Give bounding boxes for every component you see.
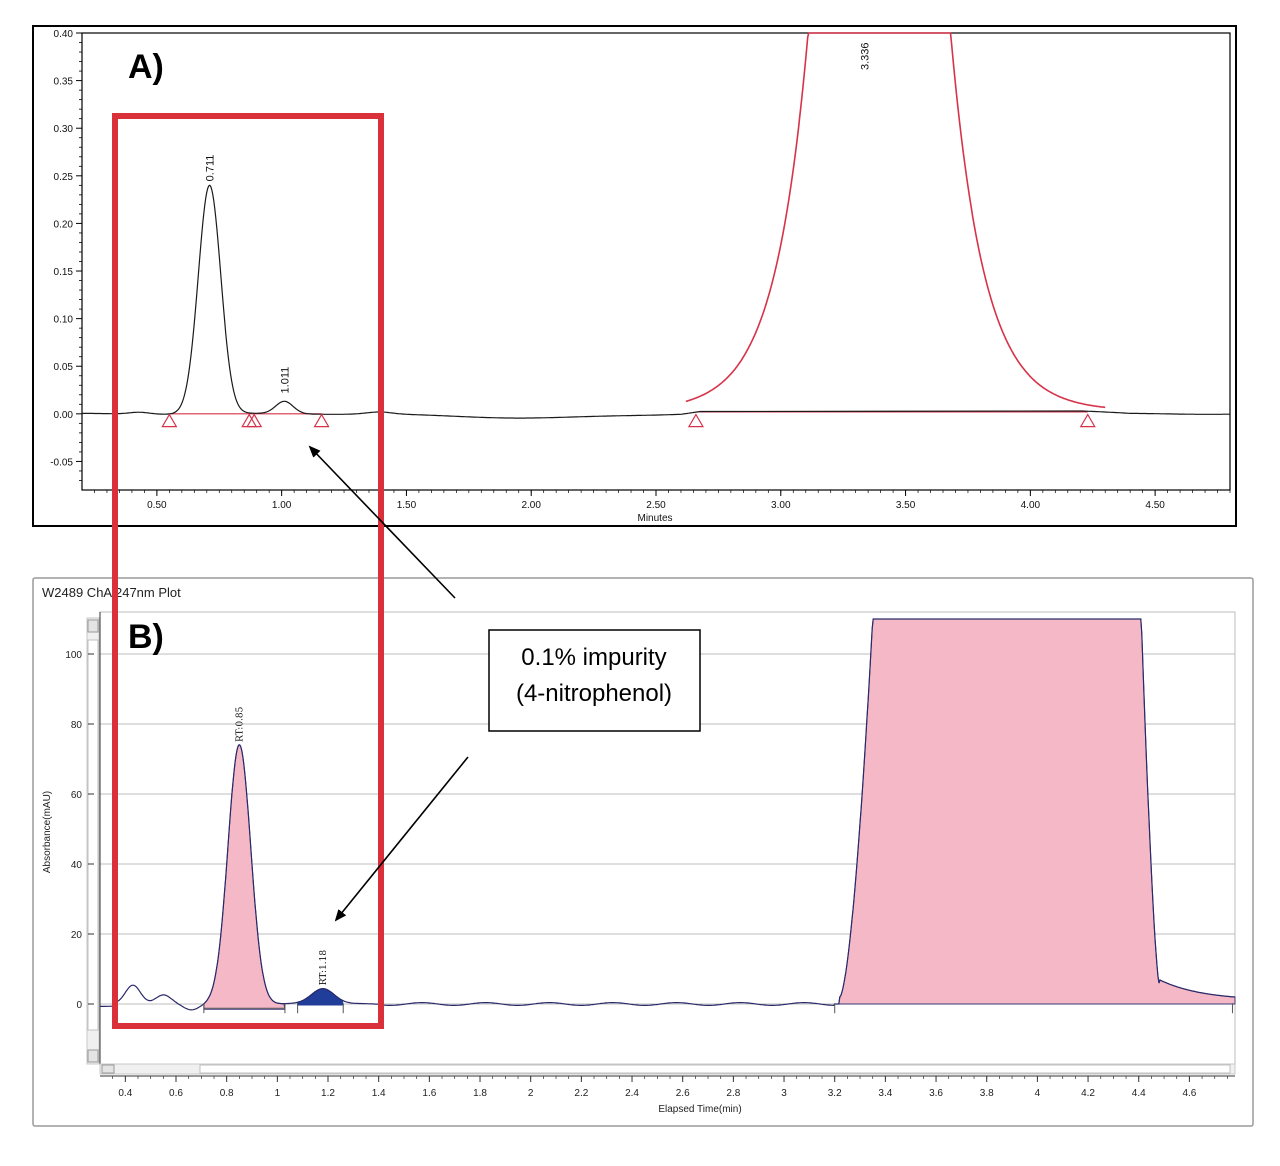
y-tick-label-a: 0.20 (54, 219, 74, 230)
x-tick-label-b: 2 (528, 1088, 534, 1099)
y-tick-label-a: 0.30 (54, 124, 74, 135)
x-tick-label-a: 2.00 (521, 500, 541, 511)
x-tick-label-a: 4.50 (1145, 500, 1165, 511)
x-tick-label-b: 0.6 (169, 1088, 183, 1099)
x-tick-label-b: 1.6 (422, 1088, 436, 1099)
x-tick-label-b: 4.2 (1081, 1088, 1095, 1099)
y-tick-label-b: 0 (76, 1000, 82, 1011)
panel-label-a: A) (128, 48, 164, 86)
x-tick-label-b: 3.6 (929, 1088, 943, 1099)
peak-label-a: 3.336 (860, 42, 872, 70)
y-tick-label-a: 0.40 (54, 29, 74, 40)
x-tick-label-b: 2.2 (574, 1088, 588, 1099)
x-tick-label-b: 1 (275, 1088, 281, 1099)
plot-b-title: W2489 ChA 247nm Plot (42, 585, 181, 600)
y-tick-label-a: -0.05 (50, 457, 73, 468)
y-tick-label-b: 20 (71, 930, 83, 941)
y-tick-label-a: 0.35 (54, 77, 74, 88)
x-tick-label-b: 1.2 (321, 1088, 335, 1099)
scroll-thumb-vertical[interactable] (87, 639, 99, 1031)
scroll-down-button[interactable] (87, 1049, 99, 1063)
peak-label-b: RT:0.85 (235, 706, 245, 742)
x-axis-label-a: Minutes (637, 513, 672, 524)
x-tick-label-a: 2.50 (646, 500, 666, 511)
baseline-marker (1079, 413, 1096, 428)
y-tick-label-b: 60 (71, 790, 83, 801)
y-tick-label-a: 0.25 (54, 172, 74, 183)
x-tick-label-b: 2.4 (625, 1088, 639, 1099)
x-tick-label-b: 4.6 (1182, 1088, 1196, 1099)
x-tick-label-b: 2.6 (676, 1088, 690, 1099)
scroll-thumb-horizontal[interactable] (199, 1064, 1231, 1074)
x-tick-label-b: 3.8 (980, 1088, 994, 1099)
scroll-left-button[interactable] (101, 1064, 115, 1074)
y-tick-label-b: 80 (71, 720, 83, 731)
x-tick-label-b: 3 (781, 1088, 787, 1099)
y-tick-label-a: 0.00 (54, 410, 74, 421)
x-tick-label-b: 3.4 (878, 1088, 892, 1099)
x-tick-label-b: 0.8 (220, 1088, 234, 1099)
y-tick-label-b: 40 (71, 860, 83, 871)
x-tick-label-b: 0.4 (118, 1088, 132, 1099)
y-axis-label-b: Absorbance(mAU) (42, 791, 53, 873)
y-tick-label-a: 0.05 (54, 362, 74, 373)
x-tick-label-b: 2.8 (726, 1088, 740, 1099)
x-tick-label-b: 1.8 (473, 1088, 487, 1099)
x-axis-label-b: Elapsed Time(min) (658, 1104, 741, 1115)
x-tick-label-a: 3.50 (896, 500, 916, 511)
baseline-marker (687, 413, 704, 428)
y-tick-label-b: 100 (65, 650, 82, 661)
y-tick-label-a: 0.10 (54, 315, 74, 326)
x-tick-label-a: 3.00 (771, 500, 791, 511)
panel-label-b: B) (128, 618, 164, 656)
main-peak-a (685, 32, 1106, 409)
x-tick-label-b: 1.4 (372, 1088, 386, 1099)
y-tick-label-a: 0.15 (54, 267, 74, 278)
x-tick-label-b: 4.4 (1132, 1088, 1146, 1099)
x-tick-label-b: 4 (1035, 1088, 1041, 1099)
x-tick-label-b: 3.2 (828, 1088, 842, 1099)
scroll-up-button[interactable] (87, 619, 99, 633)
x-tick-label-a: 4.00 (1021, 500, 1041, 511)
peak-label-b: RT:1.18 (319, 950, 329, 986)
